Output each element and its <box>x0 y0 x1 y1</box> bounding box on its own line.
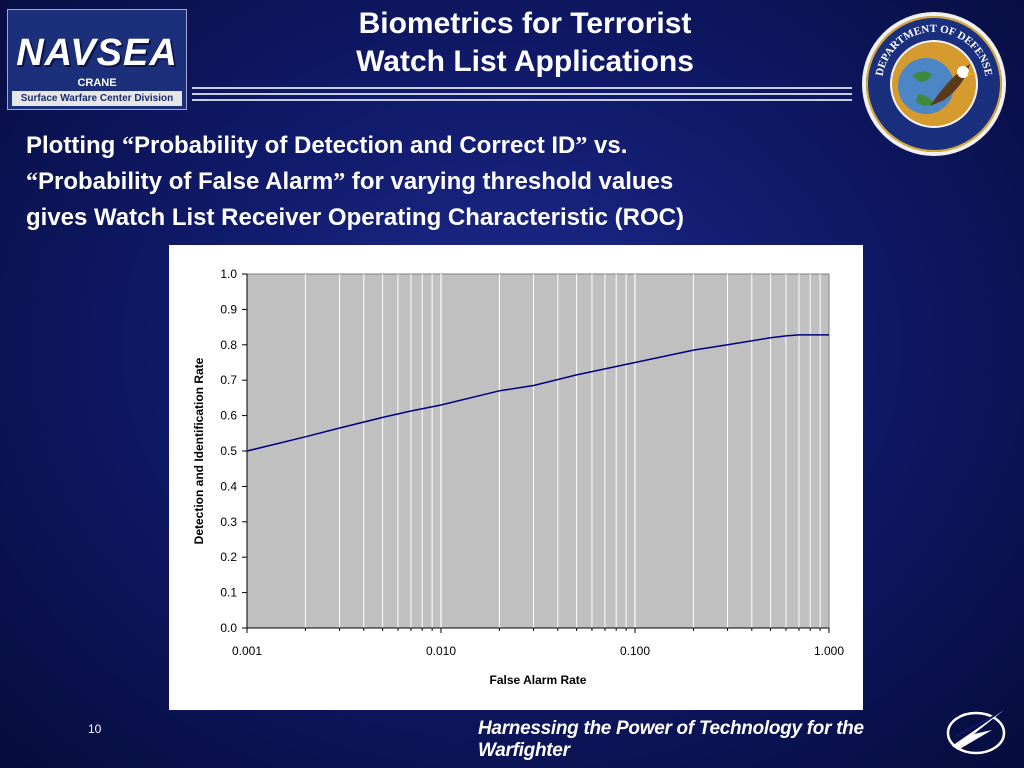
subtitle-text-2: Probability of Detection and Correct ID <box>133 132 576 159</box>
subtitle-line-3: gives Watch List Receiver Operating Char… <box>26 204 684 231</box>
roc-curve-line <box>246 334 829 452</box>
roc-chart: 0.001 0.010 0.100 1.000 0.0 0.1 0.2 0.3 0.4 0.5 0.… <box>169 245 863 710</box>
slide-title-line-2: Watch List Applications <box>356 45 694 78</box>
grid-lines <box>304 274 821 628</box>
x-axis-title: False Alarm Rate <box>490 673 587 687</box>
x-tick-label: 1.000 <box>814 644 844 658</box>
slide-subtitle: Plotting “Probability of Detection and C… <box>26 128 926 235</box>
x-tick-label: 0.001 <box>232 644 262 658</box>
slide-title: Biometrics for Terrorist Watch List Appl… <box>240 5 810 81</box>
y-tick-label: 0.3 <box>220 515 237 529</box>
subtitle-open-quote-2: “ <box>26 169 38 195</box>
subtitle-close-quote-1: ” <box>575 133 588 159</box>
series-layer <box>246 334 829 452</box>
roc-chart-svg: 0.001 0.010 0.100 1.000 0.0 0.1 0.2 0.3 0.4 0.5 0.… <box>192 267 844 687</box>
subtitle-line-1: Plotting “Probability of Detection and C… <box>26 128 926 164</box>
y-tick-label: 0.5 <box>220 444 237 458</box>
subtitle-text-1: Plotting <box>26 132 122 159</box>
y-tick-label: 0.0 <box>220 621 237 635</box>
page-number: 10 <box>88 722 102 736</box>
y-tick-label: 0.6 <box>220 409 237 423</box>
y-tick-label: 0.8 <box>220 338 237 352</box>
eagle-globe-seal-icon: DEPARTMENT OF DEFENSE <box>862 12 1006 156</box>
navsea-logo-word: NAVSEA <box>16 32 178 74</box>
y-tick-label: 1.0 <box>220 267 237 281</box>
y-tick-label: 0.2 <box>220 550 237 564</box>
tick-labels: 0.001 0.010 0.100 1.000 0.0 0.1 0.2 0.3 0.4 0.5 0.… <box>220 267 844 658</box>
y-axis-title: Detection and Identification Rate <box>192 357 206 544</box>
navsea-logo: NAVSEA CRANE Surface Warfare Center Divi… <box>7 9 187 110</box>
wing-logo-icon <box>946 710 1006 755</box>
y-tick-label: 0.7 <box>220 373 237 387</box>
subtitle-text-4: Probability of False Alarm <box>38 168 334 195</box>
subtitle-text-3: vs. <box>587 132 628 159</box>
y-tick-label: 0.4 <box>220 479 237 493</box>
subtitle-line-2: “Probability of False Alarm” for varying… <box>26 164 926 200</box>
navsea-logo-location: CRANE <box>77 77 117 89</box>
footer-tagline: Harnessing the Power of Technology for t… <box>478 718 864 761</box>
subtitle-text-5: for varying threshold values <box>345 168 674 195</box>
subtitle-open-quote-1: “ <box>121 133 134 159</box>
x-tick-label: 0.010 <box>426 644 456 658</box>
slide-title-line-1: Biometrics for Terrorist <box>358 7 692 40</box>
title-rule-top <box>192 87 852 89</box>
y-tick-label: 0.9 <box>220 302 237 316</box>
x-tick-label: 0.100 <box>620 644 650 658</box>
title-rule-middle <box>192 93 852 95</box>
y-tick-label: 0.1 <box>220 586 237 600</box>
plot-area <box>246 273 830 629</box>
navsea-logo-division: Surface Warfare Center Division <box>12 91 182 106</box>
title-rule-bottom <box>192 99 852 101</box>
subtitle-close-quote-2: ” <box>333 169 346 195</box>
